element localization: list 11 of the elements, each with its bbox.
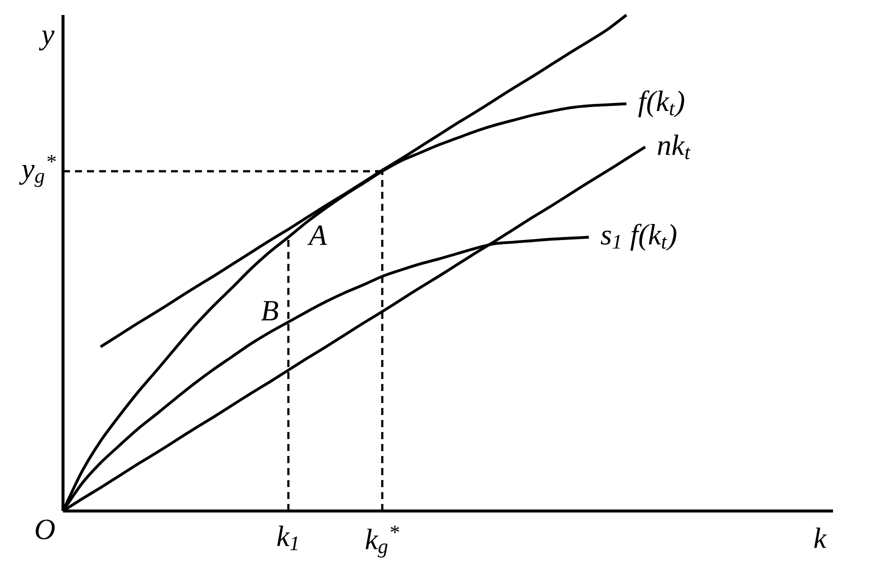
y-axis-title: y — [38, 30, 54, 50]
annotation: A — [307, 226, 327, 245]
x-tick-label: k$_{g}$* — [366, 526, 400, 558]
text: k — [814, 528, 827, 548]
text: O — [36, 520, 55, 540]
x-tick-label: k$_{1}$ — [277, 526, 298, 550]
series-label: s$_{1}$ f(k$_{t}$) — [600, 224, 676, 251]
series-label: nk$_{t}$ — [658, 134, 691, 160]
annotation: y$_{g}$* — [19, 154, 56, 187]
annotation: B — [261, 301, 278, 320]
series-label: f(k$_{t}$) — [638, 90, 684, 118]
